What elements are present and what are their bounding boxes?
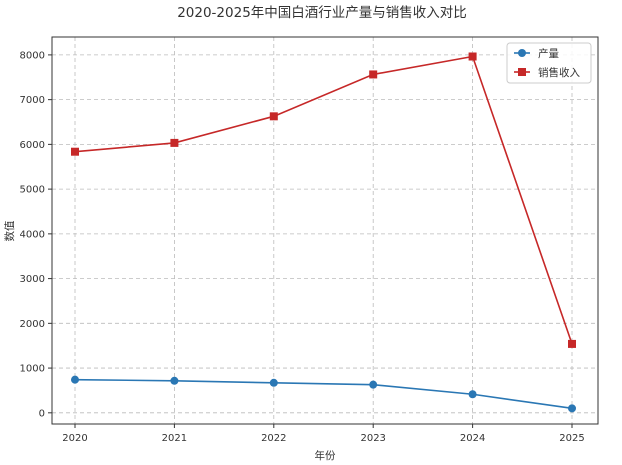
data-point: [468, 52, 477, 61]
chart-title: 2020-2025年中国白酒行业产量与销售收入对比: [177, 5, 467, 21]
x-axis: 2020 2021 2022 2023 2024 2025: [62, 424, 585, 444]
y-tick-label: 5000: [20, 185, 45, 196]
data-point: [568, 404, 576, 413]
y-tick-label: 7000: [20, 95, 45, 106]
data-point: [568, 339, 576, 348]
y-tick-label: 3000: [20, 274, 45, 285]
y-tick-label: 1000: [20, 364, 45, 375]
plot-area: [51, 36, 599, 425]
x-tick-label: 2023: [360, 433, 385, 444]
series-layer: [71, 52, 576, 413]
series-line-1: [74, 55, 573, 345]
y-tick-label: 0: [39, 408, 45, 419]
data-point: [369, 70, 378, 79]
x-tick-label: 2025: [559, 433, 584, 444]
y-tick-label: 8000: [20, 50, 45, 61]
legend-marker-series-1: [518, 68, 526, 76]
x-tick-label: 2020: [62, 433, 87, 444]
y-axis-label: 数值: [3, 220, 16, 241]
y-tick-label: 6000: [20, 140, 45, 151]
legend-marker-series-0: [518, 49, 526, 57]
x-tick-label: 2024: [460, 433, 485, 444]
x-tick-label: 2022: [261, 433, 286, 444]
data-point: [468, 390, 477, 399]
y-axis: 0 1000 2000 3000 4000 5000 6000 7000 8000: [20, 50, 52, 419]
data-point: [170, 138, 179, 147]
y-tick-label: 4000: [20, 229, 45, 240]
y-tick-label: 2000: [20, 319, 45, 330]
x-axis-label: 年份: [315, 449, 336, 462]
x-tick-label: 2021: [162, 433, 187, 444]
data-point: [71, 375, 79, 384]
legend: 产量 销售收入: [506, 42, 592, 84]
series-line-0: [74, 378, 573, 410]
data-point: [170, 376, 179, 385]
legend-label-series-0: 产量: [538, 47, 559, 60]
data-point: [269, 378, 278, 387]
data-point: [71, 147, 79, 156]
legend-label-series-1: 销售收入: [538, 66, 580, 79]
data-point: [269, 112, 278, 121]
data-point: [369, 380, 378, 389]
